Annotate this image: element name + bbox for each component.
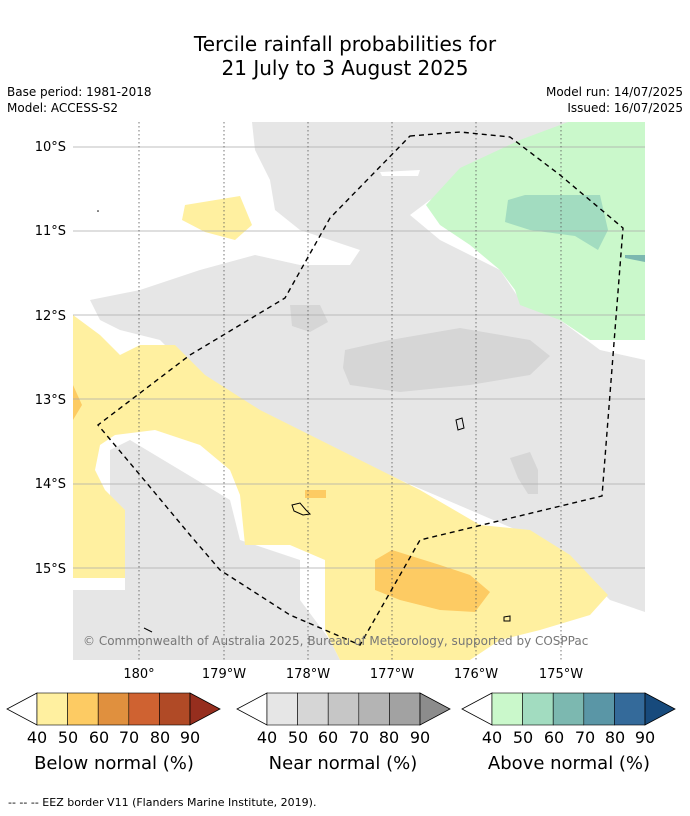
below-normal-region xyxy=(73,315,608,660)
colorbar-ticks: 40 50 60 70 80 90 40 50 60 70 80 90 40 5… xyxy=(0,728,690,748)
lon-label: 179°W xyxy=(202,667,246,682)
lon-label: 178°W xyxy=(286,667,330,682)
colorbar-min-arrow xyxy=(461,692,493,726)
map-title-line2: 21 July to 3 August 2025 xyxy=(221,56,469,80)
lat-label: 11°S xyxy=(35,224,66,239)
eez-border xyxy=(96,131,624,646)
cb-tick: 60 xyxy=(543,728,565,747)
colorbar-segment xyxy=(128,692,160,726)
colorbar-min-arrow xyxy=(6,692,38,726)
near-normal-label: Near normal (%) xyxy=(268,753,418,774)
colorbar-segment xyxy=(159,692,191,726)
cb-tick: 70 xyxy=(574,728,596,747)
cb-tick: 80 xyxy=(378,728,400,747)
cb-tick: 50 xyxy=(287,728,309,747)
issued-date: Issued: 16/07/2025 xyxy=(567,101,683,115)
lon-gridlines xyxy=(138,122,562,660)
lat-label: 13°S xyxy=(35,393,66,408)
colorbar-segment xyxy=(389,692,421,726)
lon-labels: 180° 179°W 178°W 177°W 176°W 175°W xyxy=(123,667,583,682)
colorbar-above-normal xyxy=(461,692,676,726)
cb-tick: 80 xyxy=(149,728,171,747)
eez-legend-footer: -- -- -- EEZ border V11 (Flanders Marine… xyxy=(8,796,317,809)
cb-tick: 90 xyxy=(634,728,656,747)
cb-tick: 80 xyxy=(604,728,626,747)
probability-fields xyxy=(73,122,645,660)
cb-tick: 60 xyxy=(317,728,339,747)
cb-tick: 70 xyxy=(118,728,140,747)
cb-tick: 50 xyxy=(57,728,79,747)
lat-labels: 10°S 11°S 12°S 13°S 14°S 15°S xyxy=(35,140,66,577)
lat-label: 15°S xyxy=(35,562,66,577)
colorbar-segment xyxy=(36,692,68,726)
below-normal-label: Below normal (%) xyxy=(34,753,194,774)
colorbar-min-arrow xyxy=(236,692,268,726)
copyright-notice: © Commonwealth of Australia 2025, Bureau… xyxy=(83,634,588,648)
colorbar-below-normal xyxy=(6,692,221,726)
lat-label: 14°S xyxy=(35,477,66,492)
colorbar-segment xyxy=(67,692,99,726)
island xyxy=(291,502,312,516)
cb-tick: 60 xyxy=(88,728,110,747)
colorbar-max-arrow xyxy=(189,692,221,726)
colorbars xyxy=(6,692,676,726)
cb-tick: 70 xyxy=(348,728,370,747)
colorbar-segment xyxy=(552,692,585,726)
colorbar-near-normal xyxy=(236,692,451,726)
lon-label: 175°W xyxy=(539,667,583,682)
model-run: Model run: 14/07/2025 xyxy=(545,85,683,99)
colorbar-segment xyxy=(583,692,615,726)
colorbar-segment xyxy=(522,692,554,726)
lon-label: 176°W xyxy=(454,667,498,682)
cb-tick: 40 xyxy=(481,728,503,747)
model-name: Model: ACCESS-S2 xyxy=(7,101,119,115)
cb-tick: 90 xyxy=(409,728,431,747)
lat-label: 12°S xyxy=(35,309,66,324)
island xyxy=(455,417,465,431)
lon-label: 180° xyxy=(123,667,154,682)
island xyxy=(143,627,153,633)
colorbar-segment xyxy=(614,692,646,726)
lat-label: 10°S xyxy=(35,140,66,155)
cb-tick: 50 xyxy=(512,728,534,747)
rainfall-map: 10°S 11°S 12°S 13°S 14°S 15°S 180° 179°W… xyxy=(35,122,645,682)
cb-tick: 40 xyxy=(256,728,278,747)
colorbar-segment xyxy=(97,692,130,726)
colorbar-segment xyxy=(358,692,390,726)
colorbar-max-arrow xyxy=(419,692,451,726)
cb-tick: 90 xyxy=(179,728,201,747)
lat-gridlines xyxy=(73,146,645,569)
colorbar-segment xyxy=(491,692,523,726)
above-normal-label: Above normal (%) xyxy=(487,753,651,774)
base-period: Base period: 1981-2018 xyxy=(7,85,152,99)
lon-label: 177°W xyxy=(370,667,414,682)
colorbar-segment xyxy=(297,692,329,726)
colorbar-segment xyxy=(266,692,298,726)
colorbar-max-arrow xyxy=(644,692,676,726)
cb-tick: 40 xyxy=(26,728,48,747)
island xyxy=(503,615,511,622)
colorbar-segment xyxy=(327,692,360,726)
map-title-line1: Tercile rainfall probabilities for xyxy=(193,32,497,56)
